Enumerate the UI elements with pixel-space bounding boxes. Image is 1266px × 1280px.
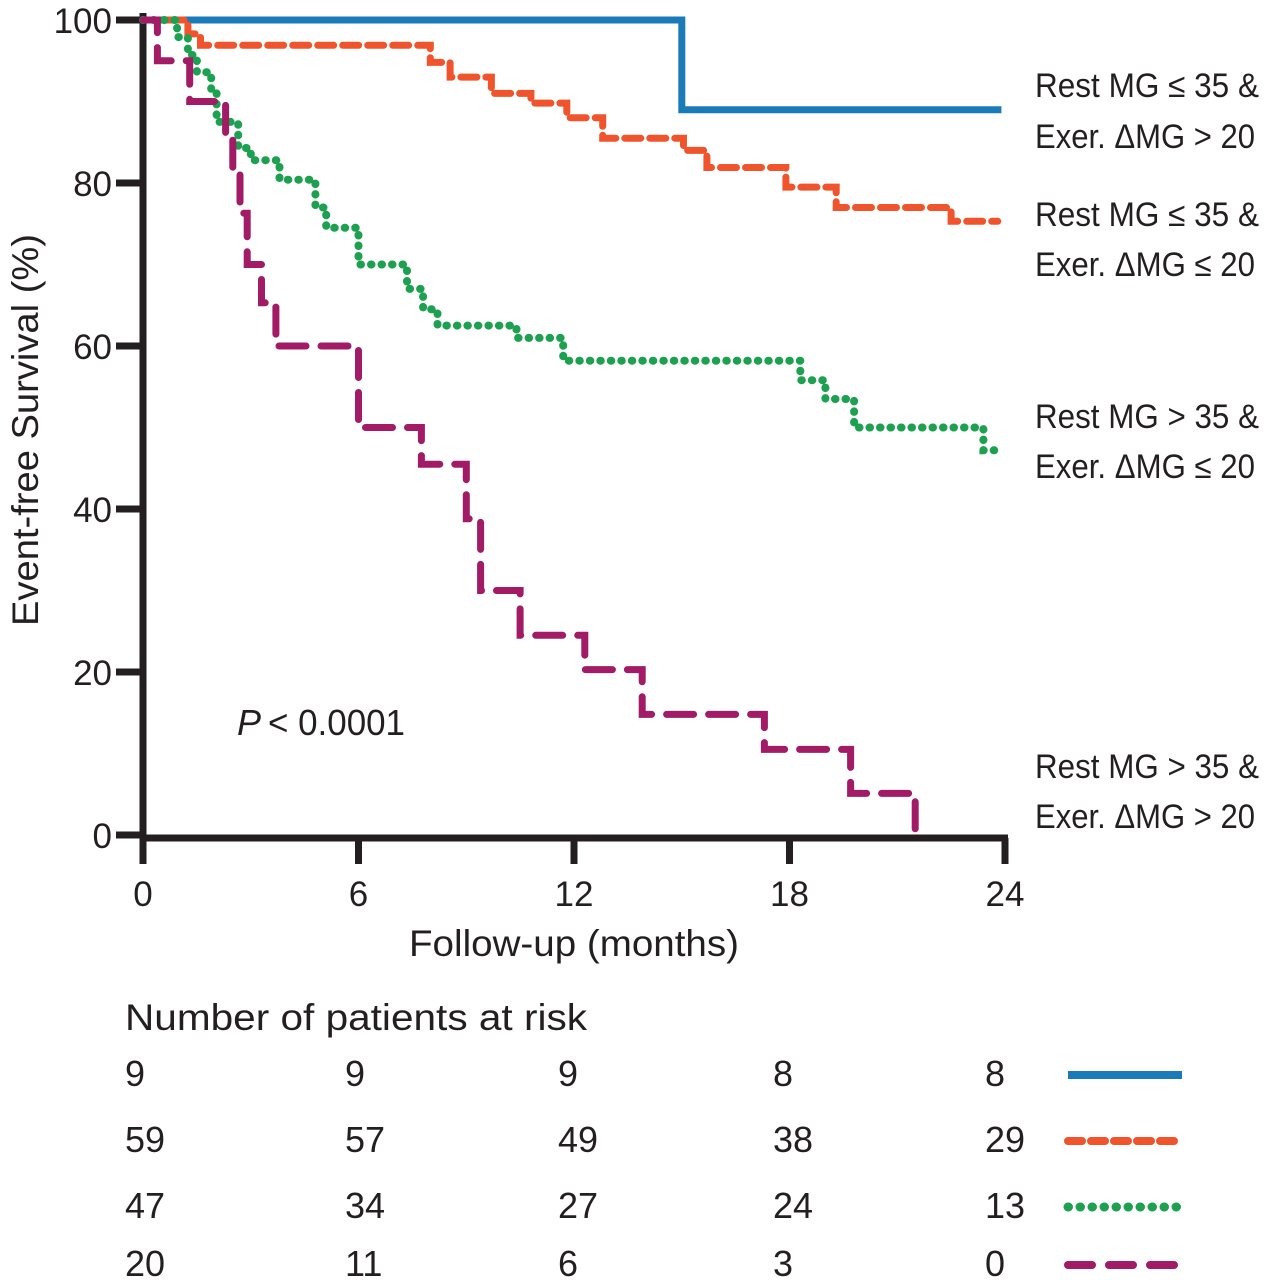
risk-cell: 24 — [773, 1185, 813, 1226]
risk-cell: 47 — [125, 1185, 165, 1226]
risk-table-title: Number of patients at risk — [125, 997, 588, 1038]
survival-curve-long-dash — [139, 16, 919, 839]
risk-cell: 9 — [558, 1053, 578, 1094]
risk-cell: 9 — [125, 1053, 145, 1094]
p-value-text: < 0.0001 — [268, 702, 405, 743]
x-tick-label-6: 6 — [349, 875, 368, 914]
risk-cell: 49 — [558, 1119, 598, 1160]
legend-purple-line2: Exer. ΔMG > 20 — [1035, 798, 1255, 836]
risk-cell: 6 — [558, 1243, 578, 1280]
risk-cell: 20 — [125, 1243, 165, 1280]
risk-cell: 27 — [558, 1185, 598, 1226]
legend-green-line1: Rest MG > 35 & — [1035, 398, 1259, 436]
x-tick-label-18: 18 — [770, 875, 809, 914]
survival-curves — [139, 16, 1006, 839]
risk-cell: 9 — [345, 1053, 365, 1094]
survival-curve-solid — [143, 16, 1002, 114]
legend-orange-line1: Rest MG ≤ 35 & — [1035, 196, 1259, 234]
risk-cell: 38 — [773, 1119, 813, 1160]
risk-cell: 8 — [985, 1053, 1005, 1094]
risk-cell: 11 — [345, 1243, 382, 1280]
risk-cell: 29 — [985, 1119, 1025, 1160]
legend-green-line2: Exer. ΔMG ≤ 20 — [1035, 448, 1255, 486]
y-tick-label-40: 40 — [73, 491, 112, 530]
y-tick-label-20: 20 — [73, 654, 112, 693]
risk-cell: 34 — [345, 1185, 385, 1226]
risk-row-green: 47 34 27 24 13 — [125, 1185, 1187, 1226]
y-tick-label-0: 0 — [93, 817, 112, 856]
p-value-annotation: P < 0.0001 — [237, 702, 405, 743]
survival-curve-dashed — [139, 16, 1002, 225]
x-tick-labels: 0 6 12 18 24 — [133, 875, 1024, 914]
legend-orange-line2: Exer. ΔMG ≤ 20 — [1035, 246, 1255, 284]
y-tick-label-100: 100 — [54, 2, 112, 41]
y-axis-title: Event-free Survival (%) — [5, 234, 46, 626]
survival-curve-dotted — [139, 16, 1006, 455]
risk-cell: 57 — [345, 1119, 385, 1160]
risk-row-purple: 20 11 6 3 0 — [125, 1243, 1186, 1280]
x-tick-marks — [139, 838, 1009, 864]
risk-row-orange: 59 57 49 38 29 — [125, 1119, 1186, 1160]
y-tick-label-80: 80 — [73, 165, 112, 204]
risk-cell: 8 — [773, 1053, 793, 1094]
x-tick-label-0: 0 — [133, 875, 152, 914]
x-axis-title: Follow-up (months) — [409, 923, 739, 964]
y-tick-label-60: 60 — [73, 328, 112, 367]
risk-cell: 59 — [125, 1119, 165, 1160]
y-tick-marks — [116, 16, 143, 839]
legend-blue-line2: Exer. ΔMG > 20 — [1035, 118, 1255, 156]
x-tick-label-24: 24 — [986, 875, 1025, 914]
y-tick-labels: 100 80 60 40 20 0 — [54, 2, 112, 856]
risk-table: 9 9 9 8 8 59 57 49 38 29 47 34 27 24 13 … — [125, 1053, 1187, 1280]
risk-row-blue: 9 9 9 8 8 — [125, 1053, 1182, 1094]
legend-blue-line1: Rest MG ≤ 35 & — [1035, 67, 1259, 105]
x-tick-label-12: 12 — [555, 875, 594, 914]
risk-cell: 0 — [985, 1243, 1005, 1280]
p-value-symbol: P — [237, 702, 261, 743]
legend-purple-line1: Rest MG > 35 & — [1035, 748, 1259, 786]
risk-cell: 3 — [773, 1243, 793, 1280]
risk-cell: 13 — [985, 1185, 1025, 1226]
curve-legend: Rest MG ≤ 35 & Exer. ΔMG > 20 Rest MG ≤ … — [1035, 67, 1259, 836]
